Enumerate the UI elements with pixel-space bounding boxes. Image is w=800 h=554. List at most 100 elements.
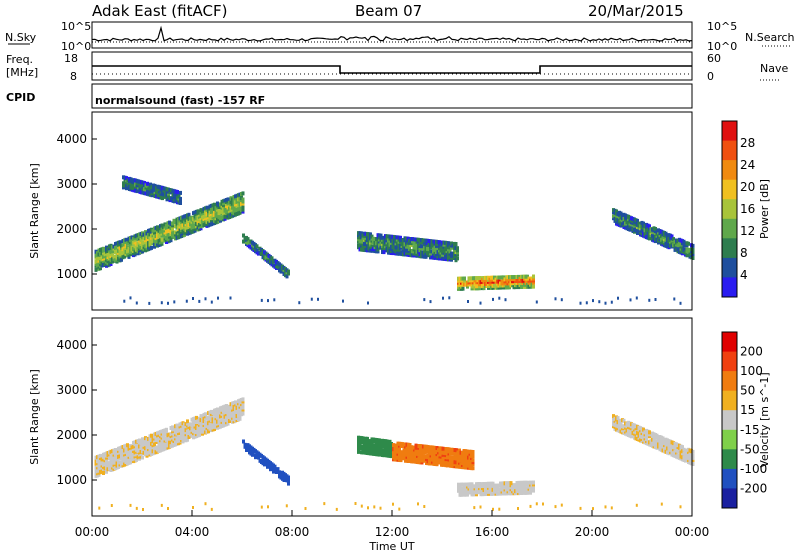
data-cell — [181, 439, 185, 444]
data-cell — [167, 193, 170, 198]
data-cell — [242, 439, 245, 444]
data-cell — [103, 252, 107, 257]
data-cell — [532, 274, 535, 279]
data-cell — [458, 484, 462, 489]
data-cell — [554, 505, 557, 509]
cpid-text: normalsound (fast) -157 RF — [95, 94, 265, 107]
data-cell — [554, 297, 557, 301]
data-cell — [186, 419, 189, 424]
data-cell — [94, 267, 98, 272]
data-cell — [463, 278, 466, 283]
data-cell — [479, 505, 482, 509]
data-cell — [150, 245, 153, 250]
data-cell — [135, 506, 138, 510]
colorbar-segment — [722, 449, 737, 470]
data-cell — [532, 486, 535, 491]
data-cell — [592, 299, 594, 303]
data-cell — [169, 236, 173, 241]
data-cell — [498, 507, 501, 511]
data-cell — [454, 242, 458, 246]
data-cell — [635, 296, 638, 300]
data-cell — [157, 234, 161, 239]
data-cell — [494, 487, 498, 492]
data-cell — [432, 445, 436, 450]
freq-left-tick-bottom: 8 — [70, 70, 77, 83]
data-cell — [141, 455, 144, 460]
data-cell — [142, 508, 144, 511]
data-cell — [521, 486, 525, 491]
data-cell — [251, 450, 254, 455]
data-cell — [369, 232, 372, 237]
data-cell — [241, 409, 245, 414]
data-cell — [449, 451, 452, 456]
data-cell — [637, 221, 641, 226]
data-cell — [535, 502, 538, 506]
data-cell — [138, 187, 142, 192]
data-cell — [691, 243, 695, 248]
ytick-label: 3000 — [56, 383, 87, 397]
colorbar-segment — [722, 488, 737, 509]
data-cell — [471, 466, 475, 471]
data-cell — [361, 436, 365, 441]
data-cell — [412, 241, 416, 246]
data-cell — [171, 225, 174, 230]
data-cell — [246, 237, 250, 242]
data-cell — [681, 445, 684, 450]
colorbar-segment — [722, 121, 737, 142]
data-cell — [176, 192, 179, 197]
data-cell — [467, 300, 469, 303]
data-cell — [127, 254, 131, 259]
freq-right-tick-top: 60 — [707, 52, 721, 65]
data-cell — [241, 397, 245, 402]
data-cell — [129, 177, 133, 182]
data-cell — [213, 427, 216, 431]
data-cell — [112, 462, 116, 467]
data-cell — [441, 462, 445, 467]
data-cell — [360, 231, 363, 236]
data-cell — [102, 246, 105, 251]
data-cell — [323, 502, 326, 506]
ytick-label: 2000 — [56, 222, 87, 236]
data-cell — [401, 442, 404, 447]
data-cell — [610, 300, 613, 304]
data-cell — [529, 504, 532, 508]
data-cell — [223, 214, 227, 219]
data-cell — [479, 301, 482, 305]
data-cell — [177, 194, 181, 199]
data-cell — [298, 301, 301, 305]
data-cell — [399, 235, 402, 240]
data-cell — [241, 205, 245, 210]
data-cell — [241, 197, 245, 202]
data-cell — [636, 218, 639, 223]
data-cell — [484, 486, 487, 490]
data-cell — [204, 297, 207, 301]
data-cell — [682, 455, 686, 460]
data-cell — [456, 248, 459, 253]
data-cell — [163, 432, 167, 437]
data-cell — [139, 238, 143, 242]
data-cell — [509, 481, 513, 486]
data-cell — [408, 443, 412, 447]
colorbar-tick-label: 4 — [740, 268, 748, 282]
colorbar-tick-label: 12 — [740, 224, 755, 238]
data-cell — [165, 427, 168, 432]
colorbar-tick-label: 50 — [740, 384, 755, 398]
data-cell — [529, 488, 532, 493]
velocity-colorbar-frame — [721, 331, 738, 509]
data-cell — [682, 247, 686, 252]
time-axis-label: Time UT — [368, 540, 414, 553]
data-cell — [226, 197, 230, 202]
data-cell — [444, 459, 448, 464]
ytick-label: 1000 — [56, 473, 87, 487]
freq-right-tick-bottom: 0 — [707, 70, 714, 83]
data-cell — [560, 298, 563, 302]
data-cell — [192, 297, 194, 300]
data-cell — [373, 505, 376, 509]
data-cell — [423, 298, 426, 302]
data-cell — [273, 298, 276, 302]
velocity-colorbar-label: Velocity [m s^-1] — [758, 372, 771, 467]
data-cell — [448, 296, 451, 300]
colorbar-tick-label: -200 — [740, 481, 767, 495]
data-cell — [450, 447, 454, 452]
data-cell — [598, 300, 601, 304]
